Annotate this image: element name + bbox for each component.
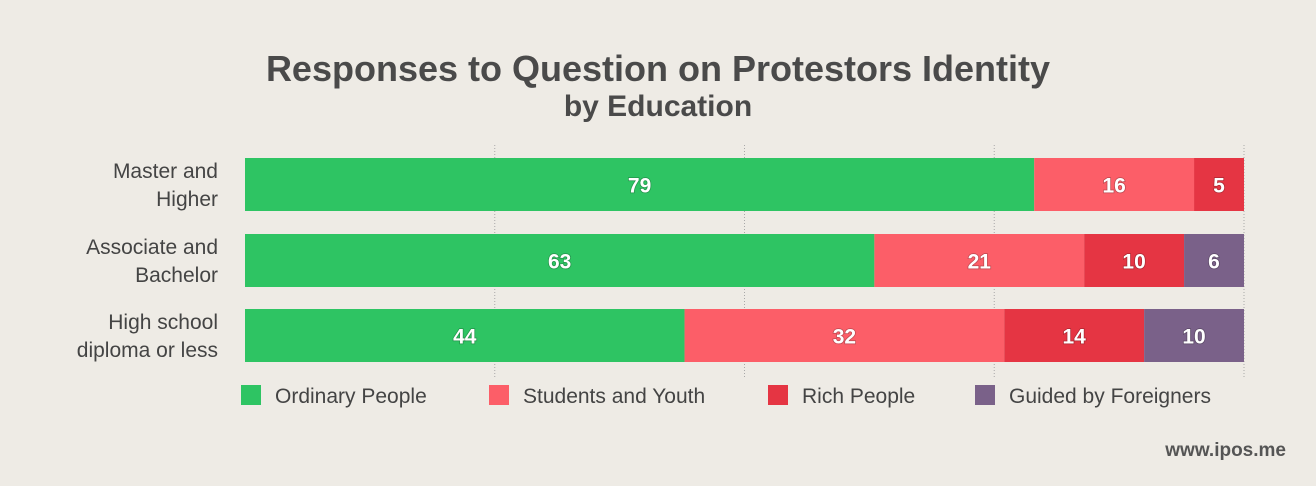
data-label: 16 bbox=[1102, 175, 1125, 198]
data-label: 63 bbox=[548, 251, 571, 274]
category-label: Master and bbox=[113, 160, 218, 183]
category-label: diploma or less bbox=[77, 339, 218, 362]
category-label: Bachelor bbox=[135, 264, 218, 287]
bar-segment bbox=[245, 309, 685, 362]
data-label: 44 bbox=[453, 326, 477, 349]
legend-swatch bbox=[241, 385, 261, 405]
legend-swatch bbox=[975, 385, 995, 405]
bar-segment bbox=[1184, 234, 1244, 287]
data-label: 5 bbox=[1213, 175, 1225, 198]
data-label: 6 bbox=[1208, 251, 1220, 274]
data-label: 21 bbox=[968, 251, 992, 274]
chart-title: Responses to Question on Protestors Iden… bbox=[265, 48, 1051, 89]
legend-label: Rich People bbox=[802, 385, 915, 408]
legend-label: Students and Youth bbox=[523, 385, 705, 408]
data-label: 79 bbox=[628, 175, 651, 198]
bar-segment bbox=[874, 234, 1085, 287]
category-label: Higher bbox=[156, 188, 218, 211]
legend-label: Ordinary People bbox=[275, 385, 427, 408]
legend-swatch bbox=[489, 385, 509, 405]
data-label: 32 bbox=[833, 326, 856, 349]
source-credit: www.ipos.me bbox=[1165, 440, 1286, 461]
bar-segment bbox=[245, 158, 1035, 211]
bar-segment bbox=[245, 234, 875, 287]
bar-segment bbox=[1084, 234, 1185, 287]
category-label: High school bbox=[108, 311, 218, 334]
bar-segment bbox=[1004, 309, 1145, 362]
chart-subtitle: by Education bbox=[563, 90, 753, 123]
bar-segment bbox=[1144, 309, 1244, 362]
legend-label: Guided by Foreigners bbox=[1009, 385, 1211, 408]
category-label: Associate and bbox=[86, 236, 218, 259]
data-label: 14 bbox=[1062, 326, 1086, 349]
data-label: 10 bbox=[1122, 251, 1145, 274]
bar-segment bbox=[1194, 158, 1244, 211]
bar-segment bbox=[1034, 158, 1195, 211]
legend-swatch bbox=[768, 385, 788, 405]
data-label: 10 bbox=[1182, 326, 1205, 349]
bar-segment bbox=[684, 309, 1005, 362]
